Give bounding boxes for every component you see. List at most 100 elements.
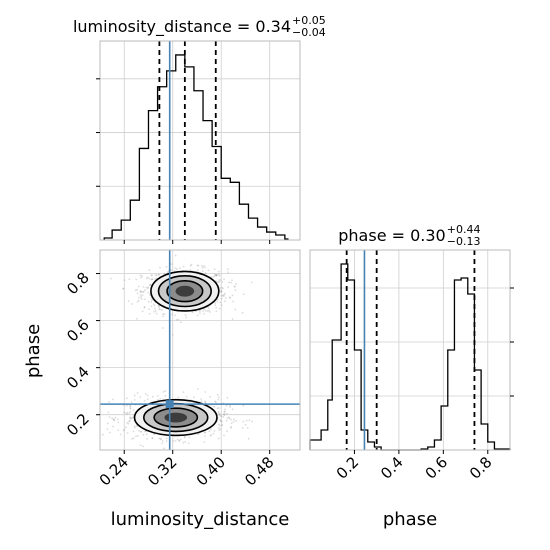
sample-point [208, 311, 211, 313]
sample-point [188, 436, 191, 439]
sample-point [138, 429, 140, 432]
sample-point [245, 419, 248, 422]
sample-point [247, 437, 250, 440]
sample-point [148, 308, 150, 311]
sample-point [197, 433, 199, 436]
sample-point [204, 400, 206, 403]
sample-point [148, 283, 151, 286]
sample-point [165, 440, 168, 443]
sample-point [215, 401, 217, 404]
sample-point [207, 269, 210, 272]
sample-point [155, 274, 158, 277]
sample-point [146, 437, 149, 440]
sample-point [137, 434, 139, 437]
sample-point [132, 437, 135, 440]
sample-point [155, 312, 158, 315]
sample-point [223, 292, 226, 295]
luminosity-distance-title-main: luminosity_distance = 0.34 [73, 17, 291, 37]
sample-point [217, 281, 220, 284]
sample-point [133, 425, 136, 428]
sample-point [123, 279, 126, 282]
sample-point [150, 305, 153, 308]
sample-point [234, 289, 237, 292]
sample-point [151, 278, 154, 281]
sample-point [143, 289, 146, 292]
sample-point [212, 275, 215, 278]
sample-point [108, 400, 111, 403]
sample-point [179, 438, 182, 441]
sample-point [218, 414, 221, 416]
sample-point [136, 292, 139, 295]
sample-point [117, 421, 120, 424]
sample-point [231, 408, 234, 411]
sample-point [130, 401, 133, 403]
sample-point [216, 394, 219, 396]
sample-point [215, 274, 218, 277]
sample-point [209, 435, 212, 437]
sample-point [217, 396, 220, 399]
sample-point [250, 281, 253, 284]
sample-point [146, 394, 149, 397]
sample-point [204, 431, 206, 434]
sample-point [148, 312, 151, 315]
sample-point [185, 395, 188, 398]
sample-point [141, 294, 144, 297]
sample-point [213, 405, 216, 408]
sample-point [219, 418, 222, 421]
sample-point [179, 321, 182, 324]
sample-point [128, 412, 131, 414]
sample-point [229, 404, 231, 407]
sample-point [146, 398, 149, 401]
sample-point [162, 327, 164, 329]
sample-point [234, 286, 236, 288]
sample-point [141, 310, 144, 313]
sample-point [140, 430, 143, 433]
sample-point [124, 412, 127, 415]
sample-point [153, 307, 156, 310]
sample-point [161, 442, 164, 445]
sample-point [196, 314, 199, 317]
sample-point [210, 433, 213, 436]
sample-point [133, 399, 136, 401]
sample-point [165, 265, 168, 268]
contour-line-1-0 [133, 398, 218, 437]
sample-point [242, 404, 245, 407]
sample-point [227, 286, 230, 289]
sample-point [223, 410, 226, 413]
sample-point [208, 309, 211, 312]
sample-point [128, 278, 131, 281]
sample-point [223, 434, 225, 437]
sample-point [129, 418, 132, 420]
sample-point [199, 312, 201, 315]
sample-point [171, 333, 174, 336]
sample-point [217, 437, 220, 440]
sample-point [147, 300, 150, 303]
sample-point [110, 277, 112, 280]
contour-line-0-0 [150, 270, 220, 312]
sample-point [202, 310, 204, 312]
sample-point [220, 304, 223, 306]
sample-point [143, 306, 146, 309]
phase-x-axis-label: phase [383, 509, 437, 530]
sample-point [142, 290, 145, 293]
sample-point [225, 412, 228, 415]
sample-point [201, 266, 204, 269]
sample-point [114, 416, 117, 419]
sample-point [135, 317, 138, 320]
sample-point [232, 420, 235, 423]
sample-point [129, 406, 132, 409]
sample-point [233, 285, 236, 288]
sample-point [207, 307, 210, 309]
sample-point [125, 426, 127, 429]
phase-title-main: phase = 0.30 [338, 226, 445, 245]
sample-point [190, 263, 193, 266]
sample-point [162, 390, 165, 393]
sample-point [174, 267, 177, 270]
sample-point [182, 265, 185, 268]
sample-point [153, 304, 156, 307]
sample-point [132, 430, 135, 433]
sample-point [125, 397, 128, 400]
sample-point [203, 441, 206, 443]
